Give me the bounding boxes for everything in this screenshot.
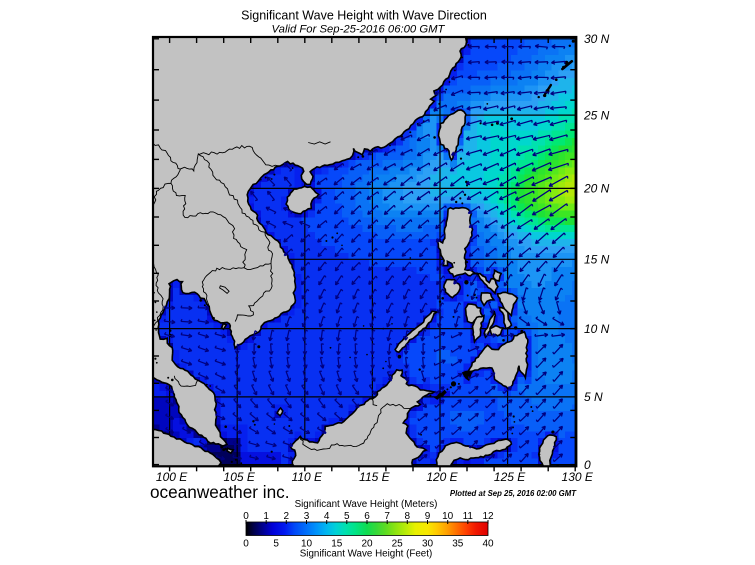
svg-text:Valid For Sep-25-2016 06:00 GM: Valid For Sep-25-2016 06:00 GMT	[272, 24, 446, 36]
svg-text:12: 12	[482, 511, 494, 522]
svg-text:130 E: 130 E	[562, 470, 594, 484]
svg-text:9: 9	[425, 511, 431, 522]
svg-text:0: 0	[243, 511, 249, 522]
svg-text:11: 11	[463, 511, 474, 522]
svg-text:10: 10	[301, 539, 313, 550]
svg-text:10: 10	[442, 511, 454, 522]
svg-text:40: 40	[482, 539, 494, 550]
svg-text:100 E: 100 E	[156, 470, 188, 484]
svg-text:20: 20	[361, 539, 373, 550]
svg-text:20 N: 20 N	[583, 182, 610, 196]
svg-text:15: 15	[331, 539, 343, 550]
svg-text:1: 1	[263, 511, 269, 522]
svg-text:110 E: 110 E	[292, 470, 323, 484]
svg-text:0: 0	[584, 458, 591, 472]
svg-text:8: 8	[405, 511, 411, 522]
svg-text:3: 3	[304, 511, 310, 522]
svg-text:6: 6	[364, 511, 370, 522]
svg-text:oceanweather inc.: oceanweather inc.	[150, 482, 290, 502]
svg-text:2: 2	[284, 511, 290, 522]
svg-text:Significant Wave Height (Meter: Significant Wave Height (Meters)	[295, 499, 438, 510]
svg-text:7: 7	[384, 511, 390, 522]
svg-text:30: 30	[422, 539, 434, 550]
svg-text:5: 5	[344, 511, 350, 522]
svg-text:120 E: 120 E	[426, 470, 458, 484]
svg-text:4: 4	[324, 511, 330, 522]
svg-text:25: 25	[392, 539, 404, 550]
svg-text:35: 35	[452, 539, 464, 550]
svg-text:Significant Wave Height with W: Significant Wave Height with Wave Direct…	[241, 9, 487, 23]
svg-text:5 N: 5 N	[584, 390, 603, 404]
svg-text:Significant Wave Height (Feet): Significant Wave Height (Feet)	[300, 549, 433, 560]
svg-text:15 N: 15 N	[584, 253, 610, 267]
svg-text:Plotted at Sep 25, 2016 02:00: Plotted at Sep 25, 2016 02:00 GMT	[450, 489, 577, 498]
svg-text:10 N: 10 N	[584, 322, 610, 336]
svg-text:0: 0	[243, 539, 249, 550]
svg-text:5: 5	[273, 539, 279, 550]
svg-text:125 E: 125 E	[494, 470, 526, 484]
svg-text:25 N: 25 N	[583, 108, 610, 122]
svg-text:30 N: 30 N	[584, 32, 610, 46]
svg-text:105 E: 105 E	[224, 470, 256, 484]
svg-text:115 E: 115 E	[359, 470, 390, 484]
